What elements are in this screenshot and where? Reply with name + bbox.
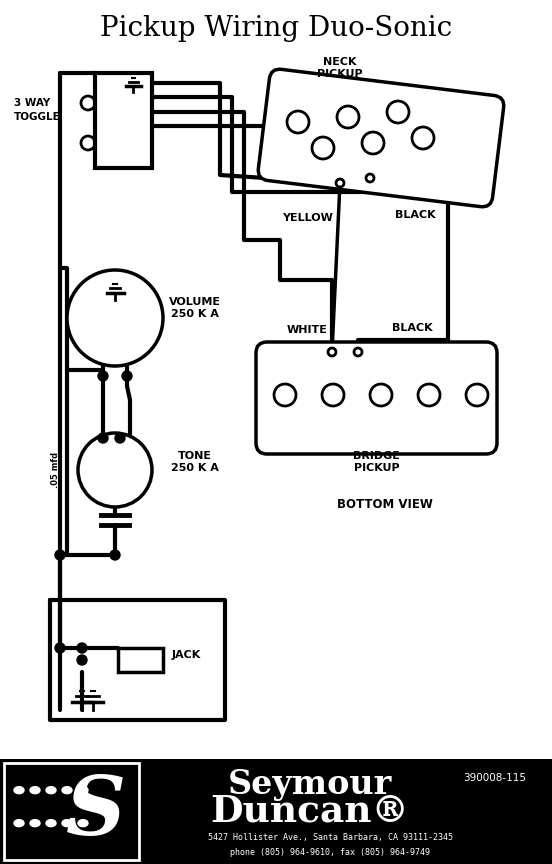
Text: Pickup Wiring Duo-Sonic: Pickup Wiring Duo-Sonic — [100, 15, 452, 41]
Bar — [95, 73, 152, 168]
Ellipse shape — [14, 820, 24, 827]
Text: BOTTOM VIEW: BOTTOM VIEW — [337, 499, 433, 511]
Circle shape — [77, 655, 87, 665]
Text: TONE
250 K A: TONE 250 K A — [171, 451, 219, 473]
Text: Seymour: Seymour — [228, 768, 392, 801]
Circle shape — [67, 270, 163, 366]
Text: 390008-115: 390008-115 — [464, 772, 527, 783]
Ellipse shape — [30, 786, 40, 794]
Circle shape — [78, 433, 152, 507]
Text: 5427 Hollister Ave., Santa Barbara, CA 93111-2345: 5427 Hollister Ave., Santa Barbara, CA 9… — [208, 833, 453, 842]
Circle shape — [98, 433, 108, 443]
Text: phone (805) 964-9610, fax (805) 964-9749: phone (805) 964-9610, fax (805) 964-9749 — [230, 848, 430, 857]
FancyBboxPatch shape — [256, 342, 497, 454]
Bar — [0, 759, 552, 864]
Ellipse shape — [46, 820, 56, 827]
Ellipse shape — [78, 820, 88, 827]
Text: BLACK: BLACK — [392, 323, 432, 333]
Text: BLACK: BLACK — [395, 210, 436, 220]
Ellipse shape — [62, 786, 72, 794]
Ellipse shape — [30, 820, 40, 827]
Circle shape — [55, 643, 65, 653]
Ellipse shape — [62, 820, 72, 827]
Text: BRIDGE
PICKUP: BRIDGE PICKUP — [353, 451, 400, 473]
Circle shape — [77, 643, 87, 653]
Circle shape — [122, 371, 132, 381]
Ellipse shape — [14, 786, 24, 794]
FancyBboxPatch shape — [258, 69, 504, 206]
Ellipse shape — [46, 786, 56, 794]
Text: 3 WAY
TOGGLE: 3 WAY TOGGLE — [14, 98, 61, 122]
Circle shape — [98, 371, 108, 381]
Text: JACK: JACK — [171, 650, 200, 660]
Text: NECK
PICKUP: NECK PICKUP — [317, 57, 363, 79]
Text: .05 mfd: .05 mfd — [50, 452, 60, 488]
Circle shape — [55, 550, 65, 560]
Text: VOLUME
250 K A: VOLUME 250 K A — [169, 297, 221, 319]
Ellipse shape — [78, 786, 88, 794]
FancyBboxPatch shape — [4, 763, 139, 860]
Bar — [118, 648, 163, 672]
Text: YELLOW: YELLOW — [283, 213, 333, 223]
Circle shape — [110, 550, 120, 560]
Text: Duncan®: Duncan® — [210, 793, 410, 830]
Circle shape — [115, 433, 125, 443]
Text: S: S — [66, 772, 126, 852]
Text: WHITE: WHITE — [286, 325, 327, 335]
